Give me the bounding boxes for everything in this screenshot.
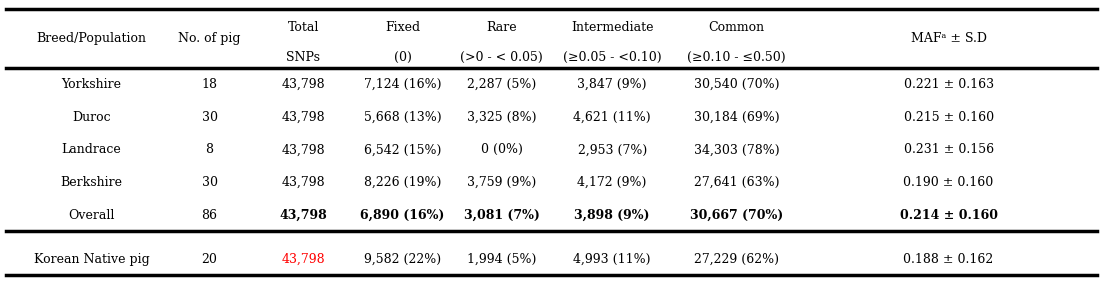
Text: Duroc: Duroc — [72, 111, 111, 124]
Text: 30: 30 — [202, 111, 217, 124]
Text: 27,229 (62%): 27,229 (62%) — [694, 253, 780, 266]
Text: 43,798: 43,798 — [281, 176, 325, 189]
Text: No. of pig: No. of pig — [179, 32, 240, 45]
Text: Overall: Overall — [68, 209, 115, 222]
Text: 3,759 (9%): 3,759 (9%) — [468, 176, 536, 189]
Text: Intermediate: Intermediate — [571, 21, 653, 34]
Text: Breed/Population: Breed/Population — [36, 32, 147, 45]
Text: 9,582 (22%): 9,582 (22%) — [364, 253, 441, 266]
Text: 0.190 ± 0.160: 0.190 ± 0.160 — [903, 176, 994, 189]
Text: 0.215 ± 0.160: 0.215 ± 0.160 — [903, 111, 994, 124]
Text: Yorkshire: Yorkshire — [62, 78, 121, 91]
Text: (≥0.05 - <0.10): (≥0.05 - <0.10) — [563, 51, 662, 64]
Text: (≥0.10 - ≤0.50): (≥0.10 - ≤0.50) — [687, 51, 786, 64]
Text: 4,172 (9%): 4,172 (9%) — [578, 176, 646, 189]
Text: Berkshire: Berkshire — [61, 176, 122, 189]
Text: 3,847 (9%): 3,847 (9%) — [577, 78, 647, 91]
Text: (0): (0) — [394, 51, 411, 64]
Text: 30,667 (70%): 30,667 (70%) — [690, 209, 783, 222]
Text: 8,226 (19%): 8,226 (19%) — [364, 176, 441, 189]
Text: 30,540 (70%): 30,540 (70%) — [694, 78, 780, 91]
Text: 43,798: 43,798 — [281, 253, 325, 266]
Text: SNPs: SNPs — [287, 51, 320, 64]
Text: 0.214 ± 0.160: 0.214 ± 0.160 — [900, 209, 997, 222]
Text: 3,081 (7%): 3,081 (7%) — [464, 209, 539, 222]
Text: 30,184 (69%): 30,184 (69%) — [694, 111, 780, 124]
Text: Fixed: Fixed — [385, 21, 420, 34]
Text: 0.221 ± 0.163: 0.221 ± 0.163 — [903, 78, 994, 91]
Text: 4,993 (11%): 4,993 (11%) — [574, 253, 651, 266]
Text: 6,542 (15%): 6,542 (15%) — [364, 143, 441, 156]
Text: (>0 - < 0.05): (>0 - < 0.05) — [460, 51, 544, 64]
Text: Total: Total — [288, 21, 319, 34]
Text: 43,798: 43,798 — [281, 143, 325, 156]
Text: 34,303 (78%): 34,303 (78%) — [694, 143, 780, 156]
Text: Rare: Rare — [486, 21, 517, 34]
Text: 8: 8 — [205, 143, 214, 156]
Text: 1,994 (5%): 1,994 (5%) — [468, 253, 536, 266]
Text: 43,798: 43,798 — [281, 78, 325, 91]
Text: 86: 86 — [202, 209, 217, 222]
Text: 5,668 (13%): 5,668 (13%) — [364, 111, 441, 124]
Text: 4,621 (11%): 4,621 (11%) — [574, 111, 651, 124]
Text: 0 (0%): 0 (0%) — [481, 143, 523, 156]
Text: 3,325 (8%): 3,325 (8%) — [467, 111, 537, 124]
Text: Korean Native pig: Korean Native pig — [34, 253, 149, 266]
Text: 6,890 (16%): 6,890 (16%) — [361, 209, 445, 222]
Text: 30: 30 — [202, 176, 217, 189]
Text: 0.231 ± 0.156: 0.231 ± 0.156 — [903, 143, 994, 156]
Text: 2,287 (5%): 2,287 (5%) — [468, 78, 536, 91]
Text: Landrace: Landrace — [62, 143, 121, 156]
Text: 7,124 (16%): 7,124 (16%) — [364, 78, 441, 91]
Text: 43,798: 43,798 — [281, 111, 325, 124]
Text: 27,641 (63%): 27,641 (63%) — [694, 176, 780, 189]
Text: MAFᵃ ± S.D: MAFᵃ ± S.D — [911, 32, 986, 45]
Text: 3,898 (9%): 3,898 (9%) — [575, 209, 650, 222]
Text: Common: Common — [709, 21, 764, 34]
Text: 0.188 ± 0.162: 0.188 ± 0.162 — [903, 253, 994, 266]
Text: 43,798: 43,798 — [279, 209, 328, 222]
Text: 18: 18 — [202, 78, 217, 91]
Text: 2,953 (7%): 2,953 (7%) — [578, 143, 646, 156]
Text: 20: 20 — [202, 253, 217, 266]
